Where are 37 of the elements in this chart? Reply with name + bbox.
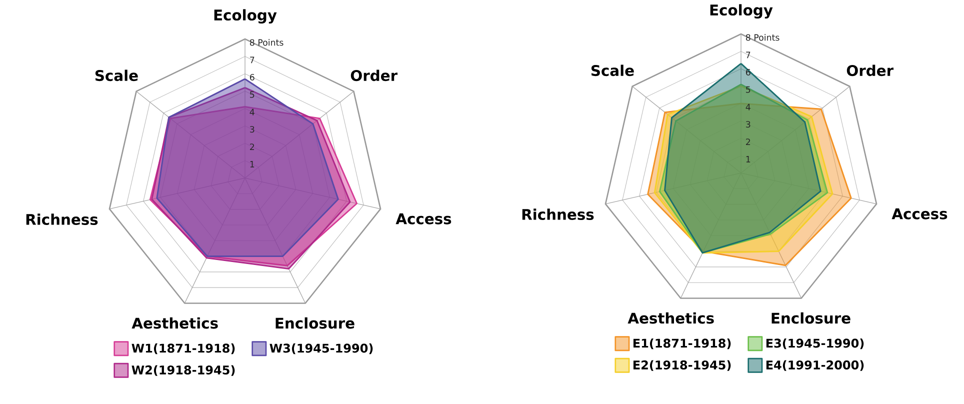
y-tick-label: 1 <box>250 161 254 168</box>
y-tick-label: 4 <box>250 108 254 116</box>
y-tick-label: 2 <box>746 138 750 145</box>
legend-label: E3(1945-1990) <box>766 338 864 350</box>
legend-label: E1(1871-1918) <box>633 338 731 350</box>
y-tick-label: 4 <box>746 104 750 110</box>
spoke-label: Aesthetics <box>132 317 218 329</box>
y-tick-label: 3 <box>250 126 254 133</box>
legend-label: E2(1918-1945) <box>633 360 731 371</box>
spoke-label: Scale <box>95 70 138 82</box>
y-tick-label: 7 <box>250 56 254 64</box>
spoke-label: Ecology <box>214 9 277 24</box>
legend-label: E4(1991-2000) <box>766 360 864 371</box>
spoke-label: Access <box>396 213 452 224</box>
y-tick-label: 3 <box>746 121 750 128</box>
y-tick-label: 2 <box>250 144 254 150</box>
y-tick-label: 8 Points <box>250 39 284 46</box>
spoke-label: Order <box>350 70 398 82</box>
legend-label: W3(1945-1990) <box>270 343 373 354</box>
legend-label: W1(1871-1918) <box>132 343 235 354</box>
spoke-label: Order <box>846 64 894 76</box>
y-tick-label: 5 <box>250 91 254 98</box>
spoke-label: Enclosure <box>276 317 354 329</box>
spoke-label: Richness <box>522 208 594 220</box>
spoke-label: Richness <box>26 214 98 225</box>
y-tick-label: 8 Points <box>746 34 780 41</box>
spoke-label: Access <box>892 208 948 220</box>
y-tick-label: 7 <box>746 52 750 58</box>
spoke-label: Aesthetics <box>628 312 714 324</box>
spoke-label: Enclosure <box>772 312 850 324</box>
spoke-label: Scale <box>591 64 634 76</box>
spoke-label: Ecology <box>710 4 773 18</box>
y-tick-label: 6 <box>746 68 750 76</box>
y-tick-label: 5 <box>746 86 750 93</box>
y-tick-label: 6 <box>250 74 254 80</box>
y-tick-label: 1 <box>746 156 750 162</box>
legend-label: W2(1918-1945) <box>132 365 235 376</box>
